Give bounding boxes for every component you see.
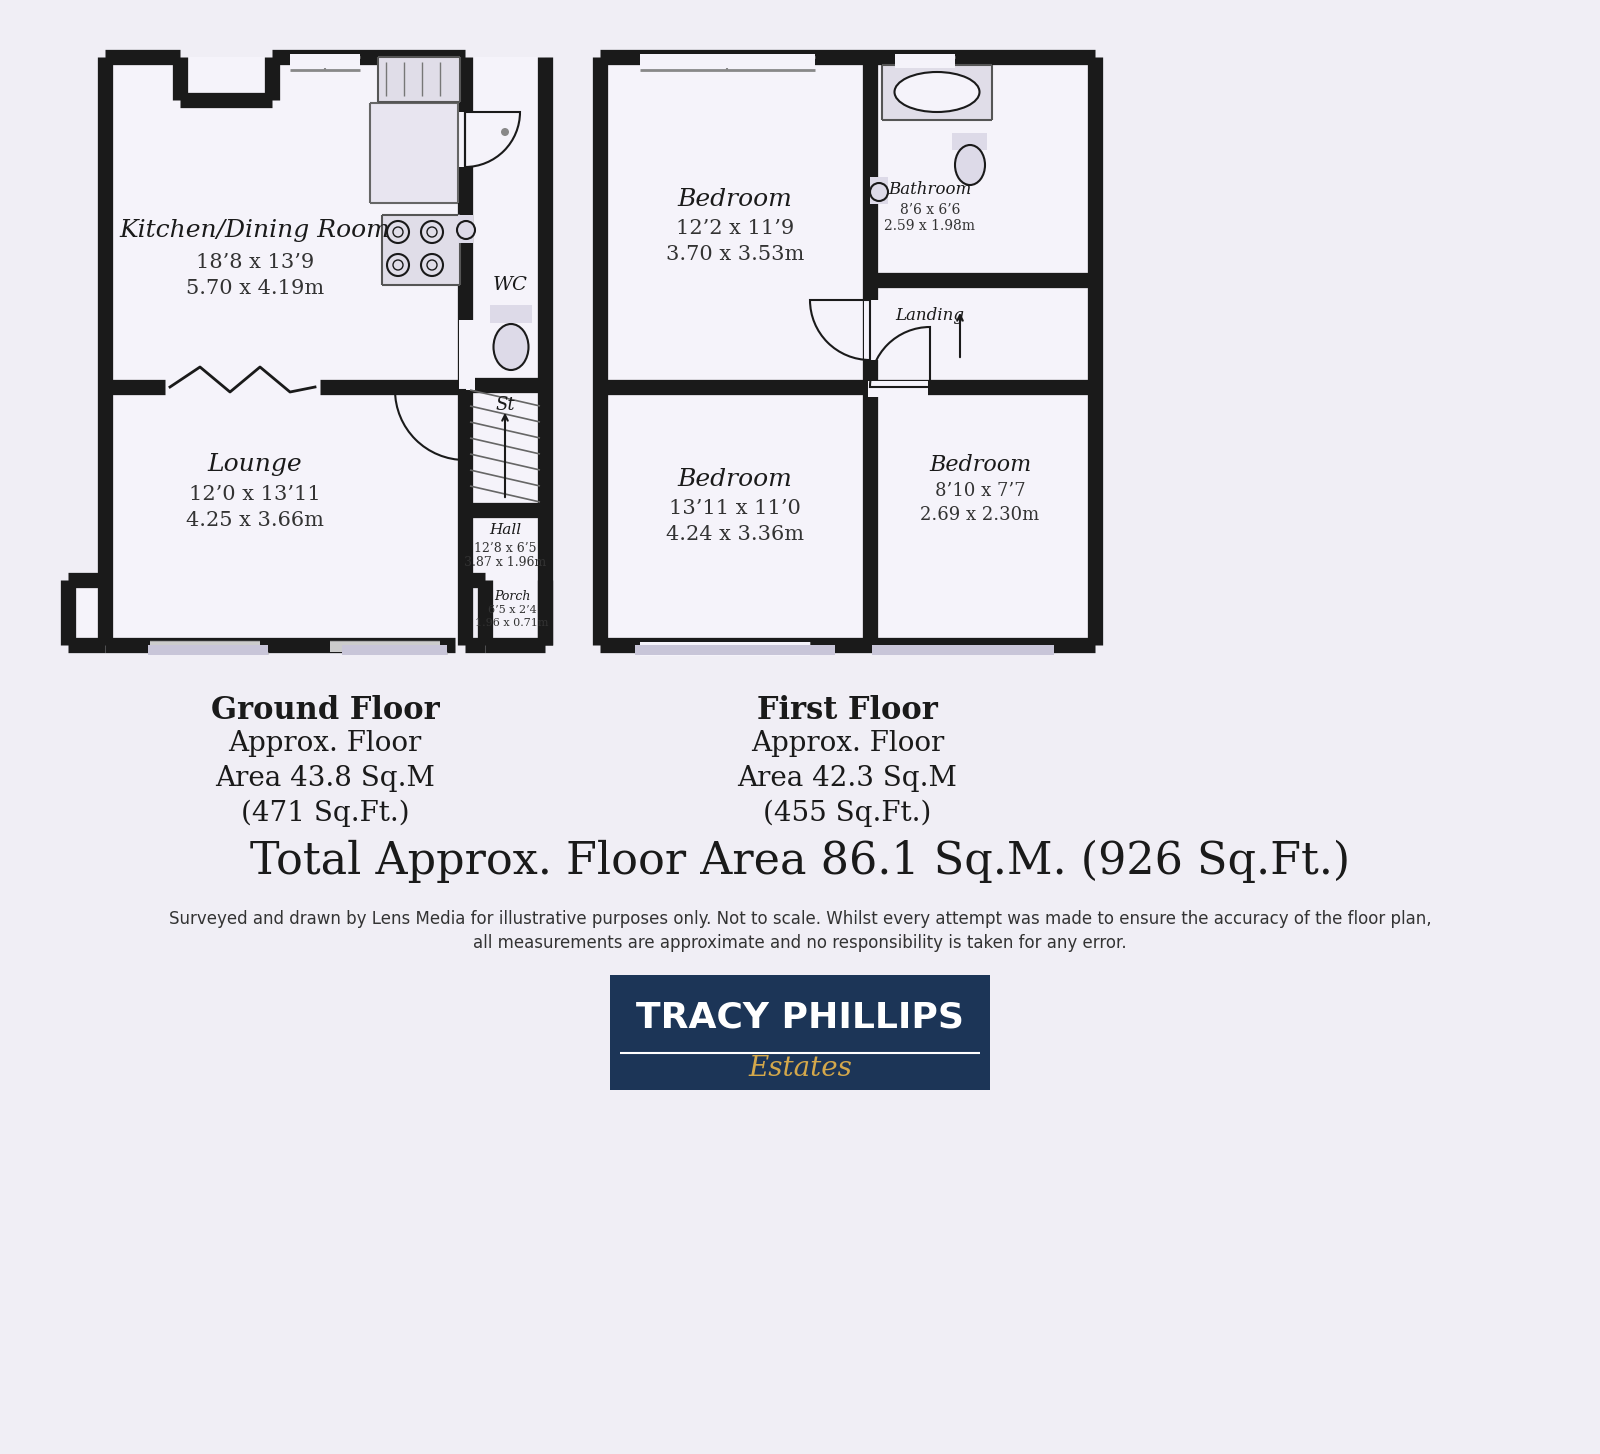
Text: Total Approx. Floor Area 86.1 Sq.M. (926 Sq.Ft.): Total Approx. Floor Area 86.1 Sq.M. (926… bbox=[250, 840, 1350, 883]
Bar bbox=[466, 385, 546, 510]
Text: 2.69 x 2.30m: 2.69 x 2.30m bbox=[920, 506, 1040, 523]
Bar bbox=[640, 54, 814, 68]
Text: Bedroom: Bedroom bbox=[677, 468, 792, 491]
Bar bbox=[640, 643, 810, 656]
Text: 12’8 x 6’5: 12’8 x 6’5 bbox=[474, 541, 536, 554]
Bar bbox=[870, 57, 1094, 281]
Bar bbox=[370, 103, 458, 204]
Bar bbox=[459, 320, 475, 390]
Circle shape bbox=[501, 128, 509, 137]
Ellipse shape bbox=[894, 73, 979, 112]
Bar bbox=[67, 580, 106, 646]
Text: Kitchen/Dining Room: Kitchen/Dining Room bbox=[120, 218, 390, 241]
Bar bbox=[600, 387, 870, 646]
Bar bbox=[485, 580, 546, 646]
Text: (455 Sq.Ft.): (455 Sq.Ft.) bbox=[763, 800, 931, 827]
Bar bbox=[466, 510, 546, 580]
Text: First Floor: First Floor bbox=[757, 695, 938, 726]
Circle shape bbox=[870, 183, 888, 201]
Text: (471 Sq.Ft.): (471 Sq.Ft.) bbox=[240, 800, 410, 827]
Bar bbox=[952, 132, 987, 150]
Bar bbox=[870, 387, 1094, 646]
Text: Estates: Estates bbox=[749, 1056, 851, 1082]
Text: 8’10 x 7’7: 8’10 x 7’7 bbox=[934, 481, 1026, 500]
Text: 6’5 x 2’4: 6’5 x 2’4 bbox=[488, 605, 536, 615]
Ellipse shape bbox=[493, 324, 528, 369]
Text: TRACY PHILLIPS: TRACY PHILLIPS bbox=[637, 1000, 963, 1034]
Bar bbox=[290, 54, 360, 68]
Text: Area 42.3 Sq.M: Area 42.3 Sq.M bbox=[738, 765, 957, 792]
Bar bbox=[870, 177, 888, 204]
Text: 5.70 x 4.19m: 5.70 x 4.19m bbox=[186, 279, 325, 298]
Bar bbox=[882, 65, 992, 121]
Bar bbox=[894, 54, 955, 68]
Text: Surveyed and drawn by Lens Media for illustrative purposes only. Not to scale. W: Surveyed and drawn by Lens Media for ill… bbox=[168, 910, 1432, 928]
Bar bbox=[378, 57, 461, 102]
Text: 2.59 x 1.98m: 2.59 x 1.98m bbox=[885, 220, 976, 233]
Bar bbox=[459, 112, 475, 167]
Text: Bathroom: Bathroom bbox=[888, 182, 971, 199]
Text: 4.25 x 3.66m: 4.25 x 3.66m bbox=[186, 512, 323, 531]
Bar bbox=[150, 643, 259, 651]
Text: Porch: Porch bbox=[494, 589, 530, 602]
Bar bbox=[864, 300, 880, 361]
Bar bbox=[640, 643, 810, 656]
Bar bbox=[600, 57, 870, 387]
Text: 8’6 x 6’6: 8’6 x 6’6 bbox=[899, 204, 960, 217]
Text: Hall: Hall bbox=[490, 523, 522, 537]
Text: 4.24 x 3.36m: 4.24 x 3.36m bbox=[666, 525, 805, 544]
Text: all measurements are approximate and no responsibility is taken for any error.: all measurements are approximate and no … bbox=[474, 933, 1126, 952]
Text: Lounge: Lounge bbox=[208, 454, 302, 477]
Bar bbox=[870, 281, 1094, 387]
Bar bbox=[610, 976, 990, 1090]
Bar bbox=[872, 646, 1054, 654]
Text: Bedroom: Bedroom bbox=[677, 189, 792, 211]
Bar bbox=[342, 646, 446, 654]
Text: WC: WC bbox=[493, 276, 528, 294]
Text: 12’2 x 11’9: 12’2 x 11’9 bbox=[675, 218, 794, 237]
Text: 1.96 x 0.71m: 1.96 x 0.71m bbox=[475, 618, 549, 628]
Bar bbox=[106, 387, 466, 646]
Text: 3.87 x 1.96m: 3.87 x 1.96m bbox=[464, 555, 546, 569]
Bar bbox=[466, 57, 546, 385]
Text: Landing: Landing bbox=[896, 307, 965, 323]
Text: St: St bbox=[494, 395, 515, 414]
Ellipse shape bbox=[955, 145, 986, 185]
Text: 18’8 x 13’9: 18’8 x 13’9 bbox=[195, 253, 314, 272]
Bar bbox=[147, 646, 269, 654]
Text: 3.70 x 3.53m: 3.70 x 3.53m bbox=[666, 244, 805, 263]
Bar bbox=[330, 643, 440, 651]
Bar bbox=[867, 381, 928, 397]
Text: Bedroom: Bedroom bbox=[930, 454, 1030, 475]
Bar bbox=[106, 57, 466, 387]
Bar bbox=[382, 215, 461, 285]
Text: 12’0 x 13’11: 12’0 x 13’11 bbox=[189, 486, 322, 505]
Text: Area 43.8 Sq.M: Area 43.8 Sq.M bbox=[214, 765, 435, 792]
Text: Ground Floor: Ground Floor bbox=[211, 695, 440, 726]
Bar bbox=[458, 215, 474, 243]
Circle shape bbox=[458, 221, 475, 238]
Bar bbox=[635, 646, 835, 654]
Bar bbox=[490, 305, 531, 323]
Text: Approx. Floor: Approx. Floor bbox=[229, 730, 422, 758]
Text: Approx. Floor: Approx. Floor bbox=[750, 730, 944, 758]
Text: 13’11 x 11’0: 13’11 x 11’0 bbox=[669, 499, 802, 518]
